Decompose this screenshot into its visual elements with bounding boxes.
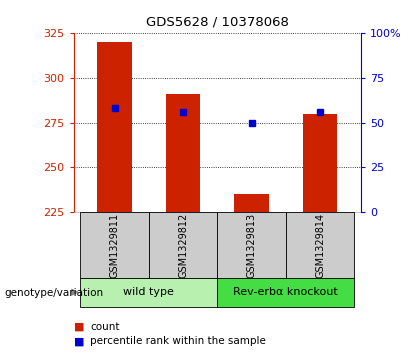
Bar: [286, 212, 354, 278]
Bar: [218, 212, 286, 278]
Bar: [303, 114, 337, 212]
Text: ■: ■: [74, 322, 84, 332]
Text: Rev-erbα knockout: Rev-erbα knockout: [234, 287, 338, 297]
Bar: [149, 212, 218, 278]
Title: GDS5628 / 10378068: GDS5628 / 10378068: [146, 16, 289, 29]
Bar: [80, 212, 149, 278]
Text: GSM1329813: GSM1329813: [247, 212, 257, 278]
Text: GSM1329811: GSM1329811: [110, 212, 120, 278]
Bar: [80, 278, 218, 307]
Text: count: count: [90, 322, 120, 332]
Text: ■: ■: [74, 336, 84, 346]
Bar: [166, 94, 200, 212]
Text: percentile rank within the sample: percentile rank within the sample: [90, 336, 266, 346]
Bar: [234, 195, 269, 212]
Text: wild type: wild type: [123, 287, 174, 297]
Text: GSM1329812: GSM1329812: [178, 212, 188, 278]
Bar: [97, 42, 132, 212]
Bar: [218, 278, 354, 307]
Text: GSM1329814: GSM1329814: [315, 212, 325, 278]
Text: genotype/variation: genotype/variation: [4, 288, 103, 298]
